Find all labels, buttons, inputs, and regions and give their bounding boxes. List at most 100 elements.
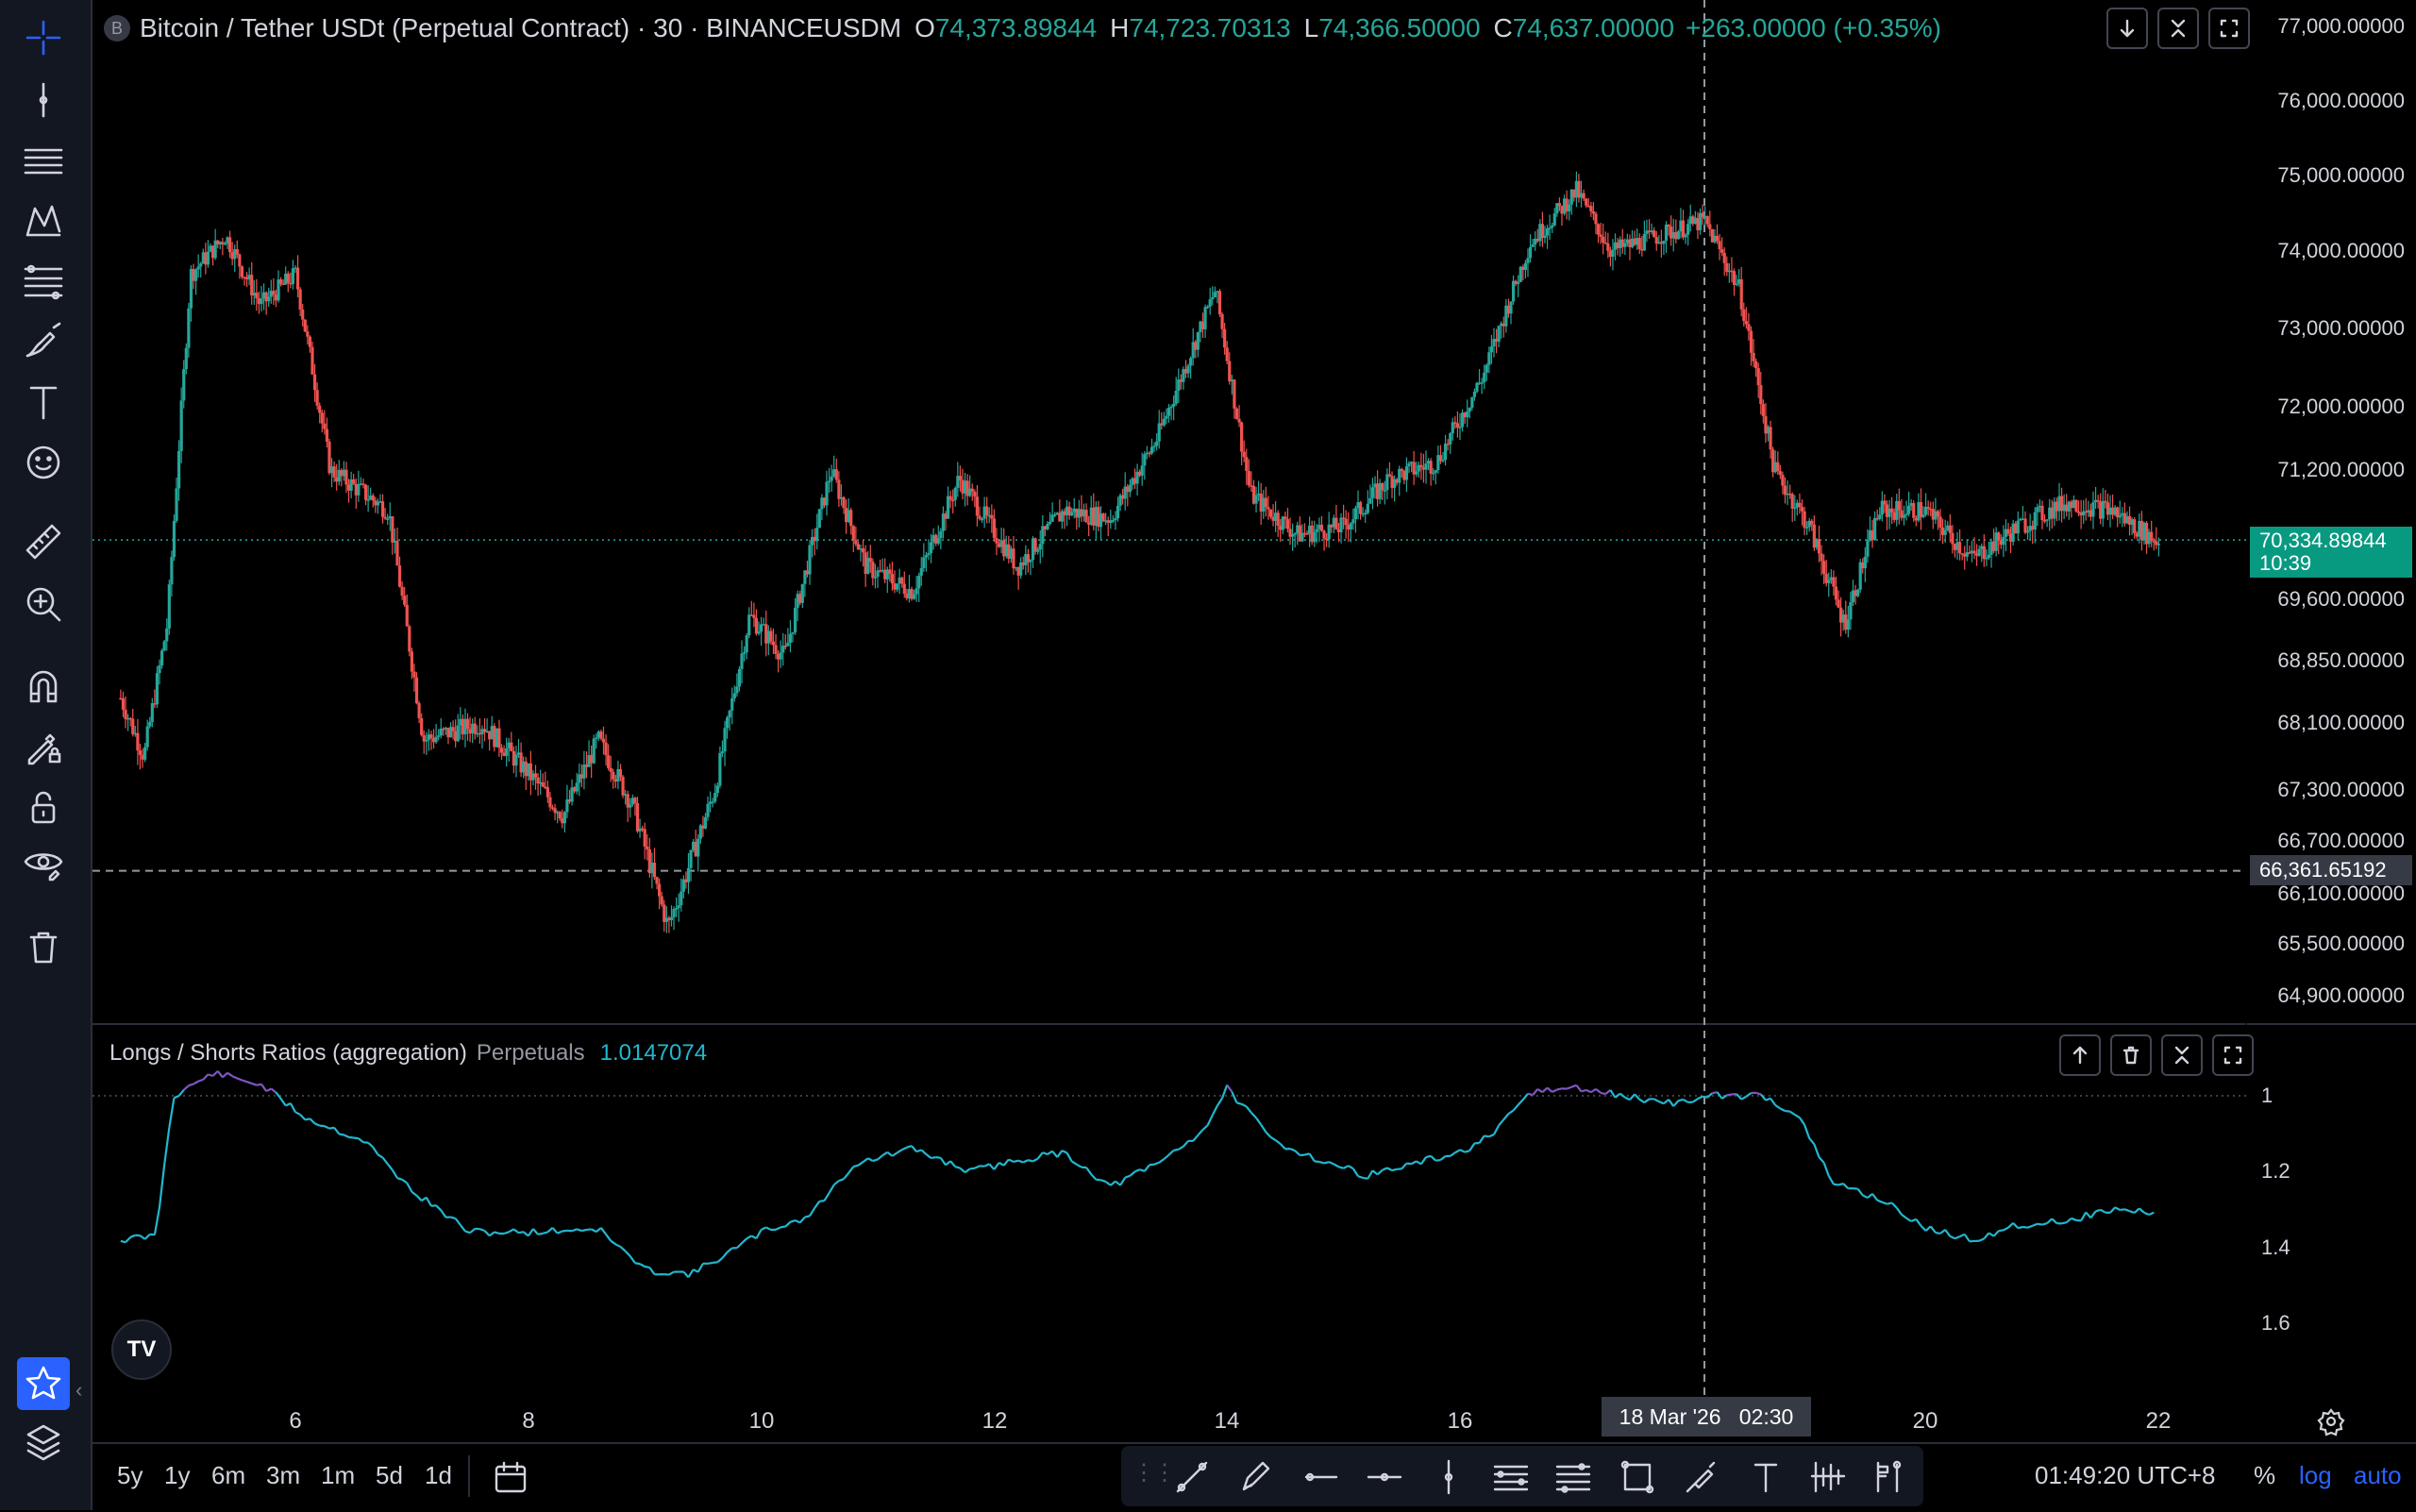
brush-tool-icon[interactable]: [1678, 1453, 1725, 1501]
indicator-segment: [1217, 1099, 1222, 1106]
tradingview-logo[interactable]: TV: [111, 1319, 172, 1380]
indicator-segment: [1329, 1162, 1334, 1164]
indicator-segment: [232, 1076, 237, 1078]
magnet-icon[interactable]: [13, 661, 74, 714]
indicator-segment: [1931, 1226, 1936, 1233]
indicator-segment: [898, 1150, 902, 1152]
text-tool-icon[interactable]: [1742, 1453, 1789, 1501]
fib-retracement-icon[interactable]: [13, 255, 74, 308]
candle-body: [1158, 423, 1161, 441]
candle-body: [716, 785, 719, 793]
horizontal-lines-icon[interactable]: [13, 134, 74, 187]
chart-settings-gear-icon[interactable]: [2316, 1406, 2346, 1436]
indicator-segment: [1290, 1149, 1295, 1151]
indicator-segment: [1367, 1170, 1372, 1179]
indicator-segment: [615, 1244, 620, 1246]
candle-body: [1921, 514, 1924, 517]
collapse-toolbar-icon[interactable]: ‹: [76, 1378, 82, 1403]
candle-body: [1398, 469, 1401, 483]
candle-body: [1585, 198, 1587, 205]
go-to-date-calendar-icon[interactable]: [487, 1453, 534, 1501]
vertical-line-icon[interactable]: [13, 74, 74, 126]
timeframe-5y[interactable]: 5y: [117, 1461, 143, 1490]
symbol-title[interactable]: Bitcoin / Tether USDt (Perpetual Contrac…: [140, 13, 901, 43]
text-icon[interactable]: [13, 376, 74, 428]
indicator-segment: [1557, 1088, 1562, 1089]
candle-body: [559, 812, 562, 818]
ruler-icon[interactable]: [13, 515, 74, 568]
candle-body: [1444, 444, 1447, 460]
indicator-name[interactable]: Longs / Shorts Ratios (aggregation): [109, 1040, 467, 1067]
candle-body: [1456, 423, 1459, 428]
timeframe-1y[interactable]: 1y: [164, 1461, 190, 1490]
candle-body: [1759, 385, 1762, 404]
layers-icon[interactable]: [13, 1416, 74, 1469]
long-position-icon[interactable]: [1804, 1453, 1852, 1501]
emoji-icon[interactable]: [13, 436, 74, 489]
maximize-indicator-pane-button[interactable]: [2212, 1034, 2254, 1076]
indicator-segment: [1261, 1125, 1266, 1133]
timeframe-6m[interactable]: 6m: [211, 1461, 245, 1490]
collapse-pane-button[interactable]: [2157, 8, 2199, 49]
eye-icon[interactable]: [13, 836, 74, 889]
indicator-segment: [1795, 1115, 1800, 1117]
close-label: C: [1494, 13, 1513, 43]
indicator-segment: [1338, 1167, 1343, 1168]
timeframe-1m[interactable]: 1m: [321, 1461, 355, 1490]
indicator-segment: [1596, 1089, 1601, 1093]
trendline-icon[interactable]: [1168, 1453, 1216, 1501]
candle-body: [1803, 512, 1805, 529]
log-scale-toggle[interactable]: log: [2299, 1461, 2332, 1490]
delete-indicator-button[interactable]: [2110, 1034, 2152, 1076]
timeframe-3m[interactable]: 3m: [266, 1461, 300, 1490]
favorite-star-icon[interactable]: [17, 1357, 70, 1410]
indicator-segment: [227, 1073, 232, 1076]
indicator-segment: [1208, 1116, 1213, 1126]
indicator-segment: [1911, 1219, 1916, 1221]
chart-canvas[interactable]: [92, 0, 2416, 1442]
left-toolbar: [0, 0, 92, 1510]
indicator-segment: [1202, 1125, 1207, 1130]
vertical-line-tool-icon[interactable]: [1425, 1453, 1472, 1501]
pattern-icon[interactable]: [13, 194, 74, 247]
collapse-indicator-pane-button[interactable]: [2161, 1034, 2203, 1076]
trash-icon[interactable]: [13, 921, 74, 974]
candle-body: [954, 488, 957, 500]
brush-icon[interactable]: [13, 315, 74, 368]
lock-drawing-icon[interactable]: [13, 721, 74, 774]
ray-icon[interactable]: [1297, 1453, 1344, 1501]
candle-body: [1883, 501, 1886, 505]
candle-body: [151, 703, 154, 722]
indicator-segment: [1625, 1098, 1630, 1100]
chart-area[interactable]: [92, 0, 2416, 1442]
candle-body: [1466, 412, 1468, 417]
percent-scale-toggle[interactable]: %: [2254, 1461, 2275, 1490]
unlock-icon[interactable]: [13, 781, 74, 834]
parallel-channel-icon[interactable]: [1487, 1453, 1535, 1501]
indicator-segment: [1819, 1157, 1823, 1163]
candle-body: [1143, 454, 1146, 465]
candle-body: [272, 291, 275, 294]
rectangle-icon[interactable]: [1614, 1453, 1661, 1501]
timeframe-5d[interactable]: 5d: [376, 1461, 403, 1490]
horizontal-line-icon[interactable]: [1361, 1453, 1408, 1501]
candle-body: [1529, 247, 1532, 259]
indicator-segment: [878, 1155, 882, 1159]
crosshair-icon[interactable]: [13, 11, 74, 64]
candle-body: [1209, 299, 1212, 307]
arrow-pen-icon[interactable]: [1233, 1453, 1280, 1501]
indicator-segment: [1906, 1218, 1911, 1221]
auto-scale-toggle[interactable]: auto: [2354, 1461, 2402, 1490]
candle-body: [696, 839, 699, 857]
move-pane-up-button[interactable]: [2059, 1034, 2101, 1076]
price-tick: 74,000.00000: [2277, 239, 2405, 263]
move-pane-down-button[interactable]: [2106, 8, 2148, 49]
fib-tool-icon[interactable]: [1550, 1453, 1597, 1501]
clock[interactable]: 01:49:20 UTC+8: [2035, 1461, 2216, 1490]
forecast-icon[interactable]: [1867, 1453, 1914, 1501]
candle-body: [1284, 516, 1286, 519]
timeframe-1d[interactable]: 1d: [425, 1461, 452, 1490]
zoom-in-icon[interactable]: [13, 578, 74, 630]
maximize-pane-button[interactable]: [2208, 8, 2250, 49]
candle-body: [313, 375, 316, 390]
